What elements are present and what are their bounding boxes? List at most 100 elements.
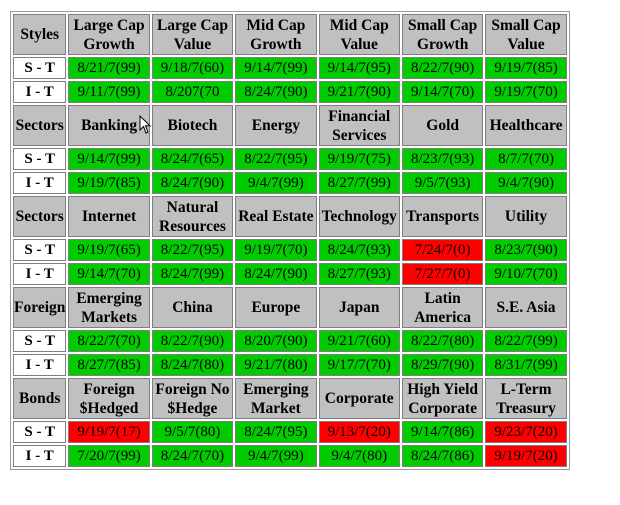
column-header: Latin America — [401, 287, 484, 328]
signal-cell-green: 8/22/7(90) — [401, 57, 484, 79]
signal-cell-green: 9/21/7(60) — [318, 330, 400, 352]
signal-cell-red: 7/24/7(0) — [401, 239, 484, 261]
signal-cell-green: 8/24/7(80) — [151, 354, 234, 376]
signal-cell-green: 9/19/7(65) — [68, 239, 150, 261]
column-header: Real Estate — [235, 196, 317, 237]
signal-cell-red: 9/13/7(20) — [318, 421, 400, 443]
signal-cell-green: 8/22/7(95) — [151, 239, 234, 261]
column-header: S.E. Asia — [485, 287, 567, 328]
column-header: Mid Cap Value — [318, 14, 400, 55]
group-title: Styles — [13, 14, 67, 55]
row-label: I - T — [13, 445, 67, 467]
signal-cell-green: 8/23/7(93) — [401, 148, 484, 170]
column-header: Foreign $Hedged — [68, 378, 150, 419]
signal-cell-green: 8/24/7(65) — [151, 148, 234, 170]
table-row: S - T 9/19/7(65) 8/22/7(95) 9/19/7(70) 8/24/… — [13, 239, 567, 261]
column-header: L-Term Treasury — [485, 378, 567, 419]
signal-cell-green: 9/4/7(99) — [235, 445, 317, 467]
column-header: Gold — [401, 105, 484, 146]
table-row: I - T 7/20/7(99) 8/24/7(70) 9/4/7(99) 9/4/7(… — [13, 445, 567, 467]
signal-cell-green: 9/14/7(99) — [235, 57, 317, 79]
signal-cell-green: 8/27/7(85) — [68, 354, 150, 376]
signal-cell-green: 9/17/7(70) — [318, 354, 400, 376]
signal-cell-green: 9/19/7(70) — [235, 239, 317, 261]
signal-cell-green: 9/19/7(70) — [485, 81, 567, 103]
row-label: I - T — [13, 354, 67, 376]
row-label: I - T — [13, 81, 67, 103]
signal-cell-green: 8/27/7(93) — [318, 263, 400, 285]
group-header-row: Bonds Foreign $Hedged Foreign No $Hedge Emerg… — [13, 378, 567, 419]
column-header: Japan — [318, 287, 400, 328]
table-row: S - T 9/19/7(17) 9/5/7(80) 8/24/7(95) 9/13/7… — [13, 421, 567, 443]
signal-cell-green: 8/24/7(90) — [151, 172, 234, 194]
signal-cell-green: 9/21/7(80) — [235, 354, 317, 376]
column-header: Small Cap Growth — [401, 14, 484, 55]
table-row: S - T 9/14/7(99) 8/24/7(65) 8/22/7(95) 9/19/… — [13, 148, 567, 170]
column-header: China — [151, 287, 234, 328]
group-title: Sectors — [13, 196, 67, 237]
column-header: Large Cap Growth — [68, 14, 150, 55]
signal-cell-green: 8/22/7(80) — [401, 330, 484, 352]
column-header: Internet — [68, 196, 150, 237]
column-header: Technology — [318, 196, 400, 237]
signal-cell-green: 8/22/7(70) — [68, 330, 150, 352]
column-header: Small Cap Value — [485, 14, 567, 55]
signal-cell-green: 9/11/7(99) — [68, 81, 150, 103]
signal-cell-green: 9/21/7(90) — [318, 81, 400, 103]
column-header: Emerging Markets — [68, 287, 150, 328]
column-header: Foreign No $Hedge — [151, 378, 234, 419]
table-row: I - T 9/11/7(99) 8/207(70 8/24/7(90) 9/21/7(… — [13, 81, 567, 103]
signal-cell-green: 8/24/7(99) — [151, 263, 234, 285]
column-header: Energy — [235, 105, 317, 146]
signal-cell-green: 8/23/7(90) — [485, 239, 567, 261]
row-label: S - T — [13, 239, 67, 261]
signal-cell-green: 8/29/7(90) — [401, 354, 484, 376]
signal-cell-green: 8/24/7(93) — [318, 239, 400, 261]
signal-cell-green: 8/24/7(90) — [235, 81, 317, 103]
signal-cell-red: 9/23/7(20) — [485, 421, 567, 443]
table-row: I - T 9/19/7(85) 8/24/7(90) 9/4/7(99) 8/27/7… — [13, 172, 567, 194]
signal-cell-green: 8/207(70 — [151, 81, 234, 103]
signal-cell-green: 8/27/7(99) — [318, 172, 400, 194]
group-header-row: Sectors Internet Natural Resources Real Esta… — [13, 196, 567, 237]
column-header: Natural Resources — [151, 196, 234, 237]
column-header: Biotech — [151, 105, 234, 146]
signal-cell-red: 9/19/7(20) — [485, 445, 567, 467]
signal-cell-green: 8/24/7(70) — [151, 445, 234, 467]
signal-cell-green: 9/14/7(70) — [401, 81, 484, 103]
column-header: High Yield Corporate — [401, 378, 484, 419]
column-header: Utility — [485, 196, 567, 237]
signal-cell-green: 9/19/7(75) — [318, 148, 400, 170]
signal-cell-green: 9/19/7(85) — [68, 172, 150, 194]
row-label: I - T — [13, 172, 67, 194]
signal-cell-green: 9/14/7(86) — [401, 421, 484, 443]
group-title: Sectors — [13, 105, 67, 146]
row-label: S - T — [13, 421, 67, 443]
column-header: Corporate — [318, 378, 400, 419]
signal-cell-green: 8/24/7(90) — [235, 263, 317, 285]
signal-cell-green: 8/22/7(90) — [151, 330, 234, 352]
group-header-row: Styles Large Cap Growth Large Cap Value Mid C… — [13, 14, 567, 55]
signal-cell-green: 8/24/7(86) — [401, 445, 484, 467]
row-label: S - T — [13, 330, 67, 352]
signal-cell-green: 9/4/7(99) — [235, 172, 317, 194]
signal-cell-green: 8/31/7(99) — [485, 354, 567, 376]
signal-cell-green: 9/19/7(85) — [485, 57, 567, 79]
signal-cell-green: 8/22/7(99) — [485, 330, 567, 352]
signal-table: Styles Large Cap Growth Large Cap Value Mid C… — [10, 11, 570, 470]
table-row: S - T 8/22/7(70) 8/22/7(90) 8/20/7(90) 9/21/… — [13, 330, 567, 352]
table-row: I - T 8/27/7(85) 8/24/7(80) 9/21/7(80) 9/17/… — [13, 354, 567, 376]
column-header: Healthcare — [485, 105, 567, 146]
signal-cell-red: 9/19/7(17) — [68, 421, 150, 443]
signal-cell-green: 9/14/7(99) — [68, 148, 150, 170]
signal-cell-green: 7/20/7(99) — [68, 445, 150, 467]
row-label: S - T — [13, 148, 67, 170]
column-header: Transports — [401, 196, 484, 237]
column-header: Europe — [235, 287, 317, 328]
signal-cell-green: 9/4/7(90) — [485, 172, 567, 194]
row-label: S - T — [13, 57, 67, 79]
column-header: Large Cap Value — [151, 14, 234, 55]
signal-cell-green: 9/10/7(70) — [485, 263, 567, 285]
table-row: S - T 8/21/7(99) 9/18/7(60) 9/14/7(99) 9/14/… — [13, 57, 567, 79]
signal-cell-green: 8/21/7(99) — [68, 57, 150, 79]
